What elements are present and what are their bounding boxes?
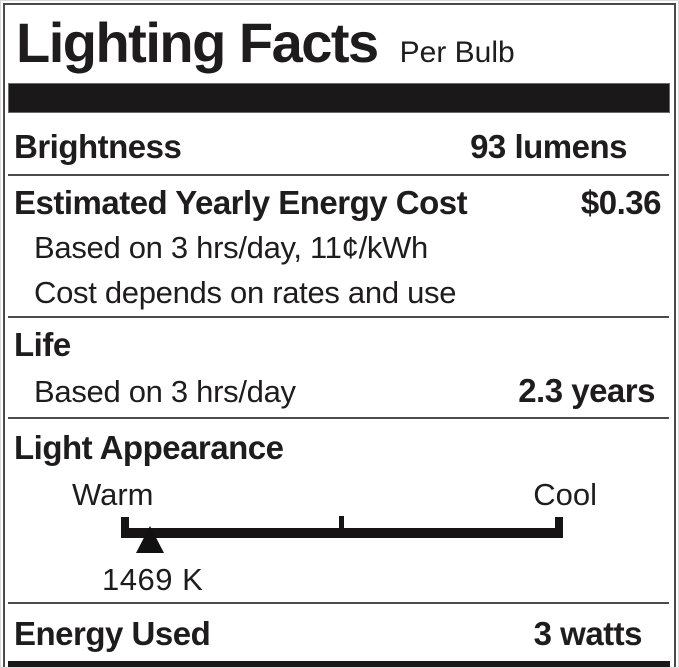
per-bulb-subtitle: Per Bulb	[399, 36, 515, 69]
scale-warm-label: Warm	[72, 477, 154, 512]
color-temperature-value: 1469 K	[102, 562, 204, 597]
light-appearance-label: Light Appearance	[14, 429, 284, 466]
scale-middle-tick	[339, 516, 344, 530]
energy-cost-assumption: Based on 3 hrs/day, 11¢/kWh	[34, 230, 428, 265]
scale-right-tick	[555, 517, 563, 538]
life-row: Life	[14, 326, 661, 364]
energy-used-label: Energy Used	[14, 615, 211, 652]
energy-cost-value: $0.36	[580, 184, 662, 221]
energy-cost-note-1: Based on 3 hrs/day, 11¢/kWh	[34, 230, 661, 266]
brightness-label: Brightness	[14, 128, 182, 165]
color-temperature-scale-bar	[121, 528, 563, 538]
header-separator-bar	[8, 83, 670, 113]
label-header: Lighting Facts Per Bulb	[16, 12, 661, 74]
section-divider	[8, 602, 669, 604]
section-divider	[8, 417, 669, 419]
light-appearance-row: Light Appearance	[14, 429, 661, 467]
energy-cost-row: Estimated Yearly Energy Cost $0.36	[14, 184, 662, 222]
life-note: Based on 3 hrs/day	[34, 374, 296, 409]
energy-cost-label: Estimated Yearly Energy Cost	[14, 184, 468, 221]
energy-used-row: Energy Used 3 watts	[14, 615, 661, 653]
scale-left-tick	[121, 517, 129, 538]
energy-cost-note-2: Cost depends on rates and use	[34, 275, 661, 311]
section-divider	[8, 316, 669, 318]
energy-cost-disclaimer: Cost depends on rates and use	[34, 275, 457, 310]
life-value: 2.3 years	[518, 372, 655, 409]
label-title: Lighting Facts	[16, 11, 379, 74]
brightness-value: 93 lumens	[470, 128, 627, 165]
section-divider	[8, 174, 669, 176]
life-label: Life	[14, 326, 71, 363]
scale-cool-label: Cool	[533, 477, 597, 512]
bottom-separator-bar	[8, 661, 670, 668]
energy-used-value: 3 watts	[533, 615, 643, 652]
brightness-row: Brightness 93 lumens	[14, 128, 661, 166]
triangle-up-icon	[136, 526, 164, 553]
life-note-row: Based on 3 hrs/day 2.3 years	[14, 372, 661, 410]
